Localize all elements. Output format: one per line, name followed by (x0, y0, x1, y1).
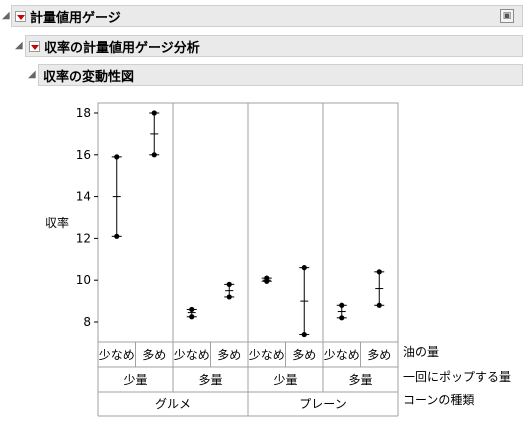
row-label-oil: 油の量 (403, 345, 439, 359)
pop-level-label: 多量 (348, 373, 372, 387)
pop-level-label: 少量 (123, 373, 147, 387)
disclosure-icon[interactable]: ◢ (2, 10, 10, 21)
oil-level-label: 多め (292, 348, 316, 362)
y-tick-label: 8 (83, 315, 91, 329)
pin-icon[interactable]: ▣ (500, 9, 514, 23)
data-point (376, 302, 382, 308)
data-point (226, 294, 232, 300)
data-point (151, 152, 157, 158)
data-point (264, 275, 270, 281)
oil-level-label: 多め (367, 348, 391, 362)
data-point (189, 306, 195, 313)
data-point (376, 269, 382, 275)
oil-level-label: 少なめ (174, 348, 210, 362)
chart-section-title: 収率の変動性図 (43, 69, 135, 85)
report-header: 計量値用ゲージ ▣ (11, 5, 523, 27)
oil-level-label: 少なめ (249, 348, 285, 362)
y-axis-label: 収率 (45, 215, 69, 230)
report-title: 計量値用ゲージ (30, 10, 121, 26)
disclosure-icon[interactable]: ◢ (15, 40, 23, 51)
oil-level-label: 少なめ (99, 348, 135, 362)
y-tick-label: 18 (76, 106, 91, 120)
y-tick-label: 16 (76, 148, 91, 162)
data-point (189, 314, 195, 320)
data-point (339, 302, 345, 308)
oil-level-label: 多め (217, 348, 241, 362)
row-label-cone: コーンの種類 (403, 393, 474, 407)
pop-level-label: 少量 (273, 373, 297, 387)
data-point (301, 331, 307, 338)
row-label-pop: 一回にポップする量 (403, 370, 511, 384)
red-triangle-menu-icon[interactable] (15, 10, 26, 22)
oil-level-label: 多め (142, 348, 166, 362)
y-tick-label: 12 (76, 231, 91, 245)
analysis-header: 収率の計量値用ゲージ分析 (25, 35, 523, 57)
data-point (301, 265, 307, 271)
y-tick-label: 10 (76, 273, 91, 287)
pop-level-label: 多量 (198, 373, 222, 387)
cone-level-label: グルメ (155, 397, 191, 411)
data-point (151, 110, 157, 116)
data-point (226, 281, 232, 287)
disclosure-icon[interactable]: ◢ (28, 69, 36, 80)
y-tick-label: 14 (76, 190, 91, 204)
chart-section-header: 収率の変動性図 (38, 64, 523, 86)
analysis-title: 収率の計量値用ゲージ分析 (44, 40, 200, 56)
oil-level-label: 少なめ (324, 348, 360, 362)
data-point (339, 315, 345, 321)
red-triangle-menu-icon[interactable] (29, 40, 40, 52)
data-point (114, 233, 120, 239)
cone-level-label: プレーン (299, 397, 346, 411)
data-point (114, 154, 120, 160)
